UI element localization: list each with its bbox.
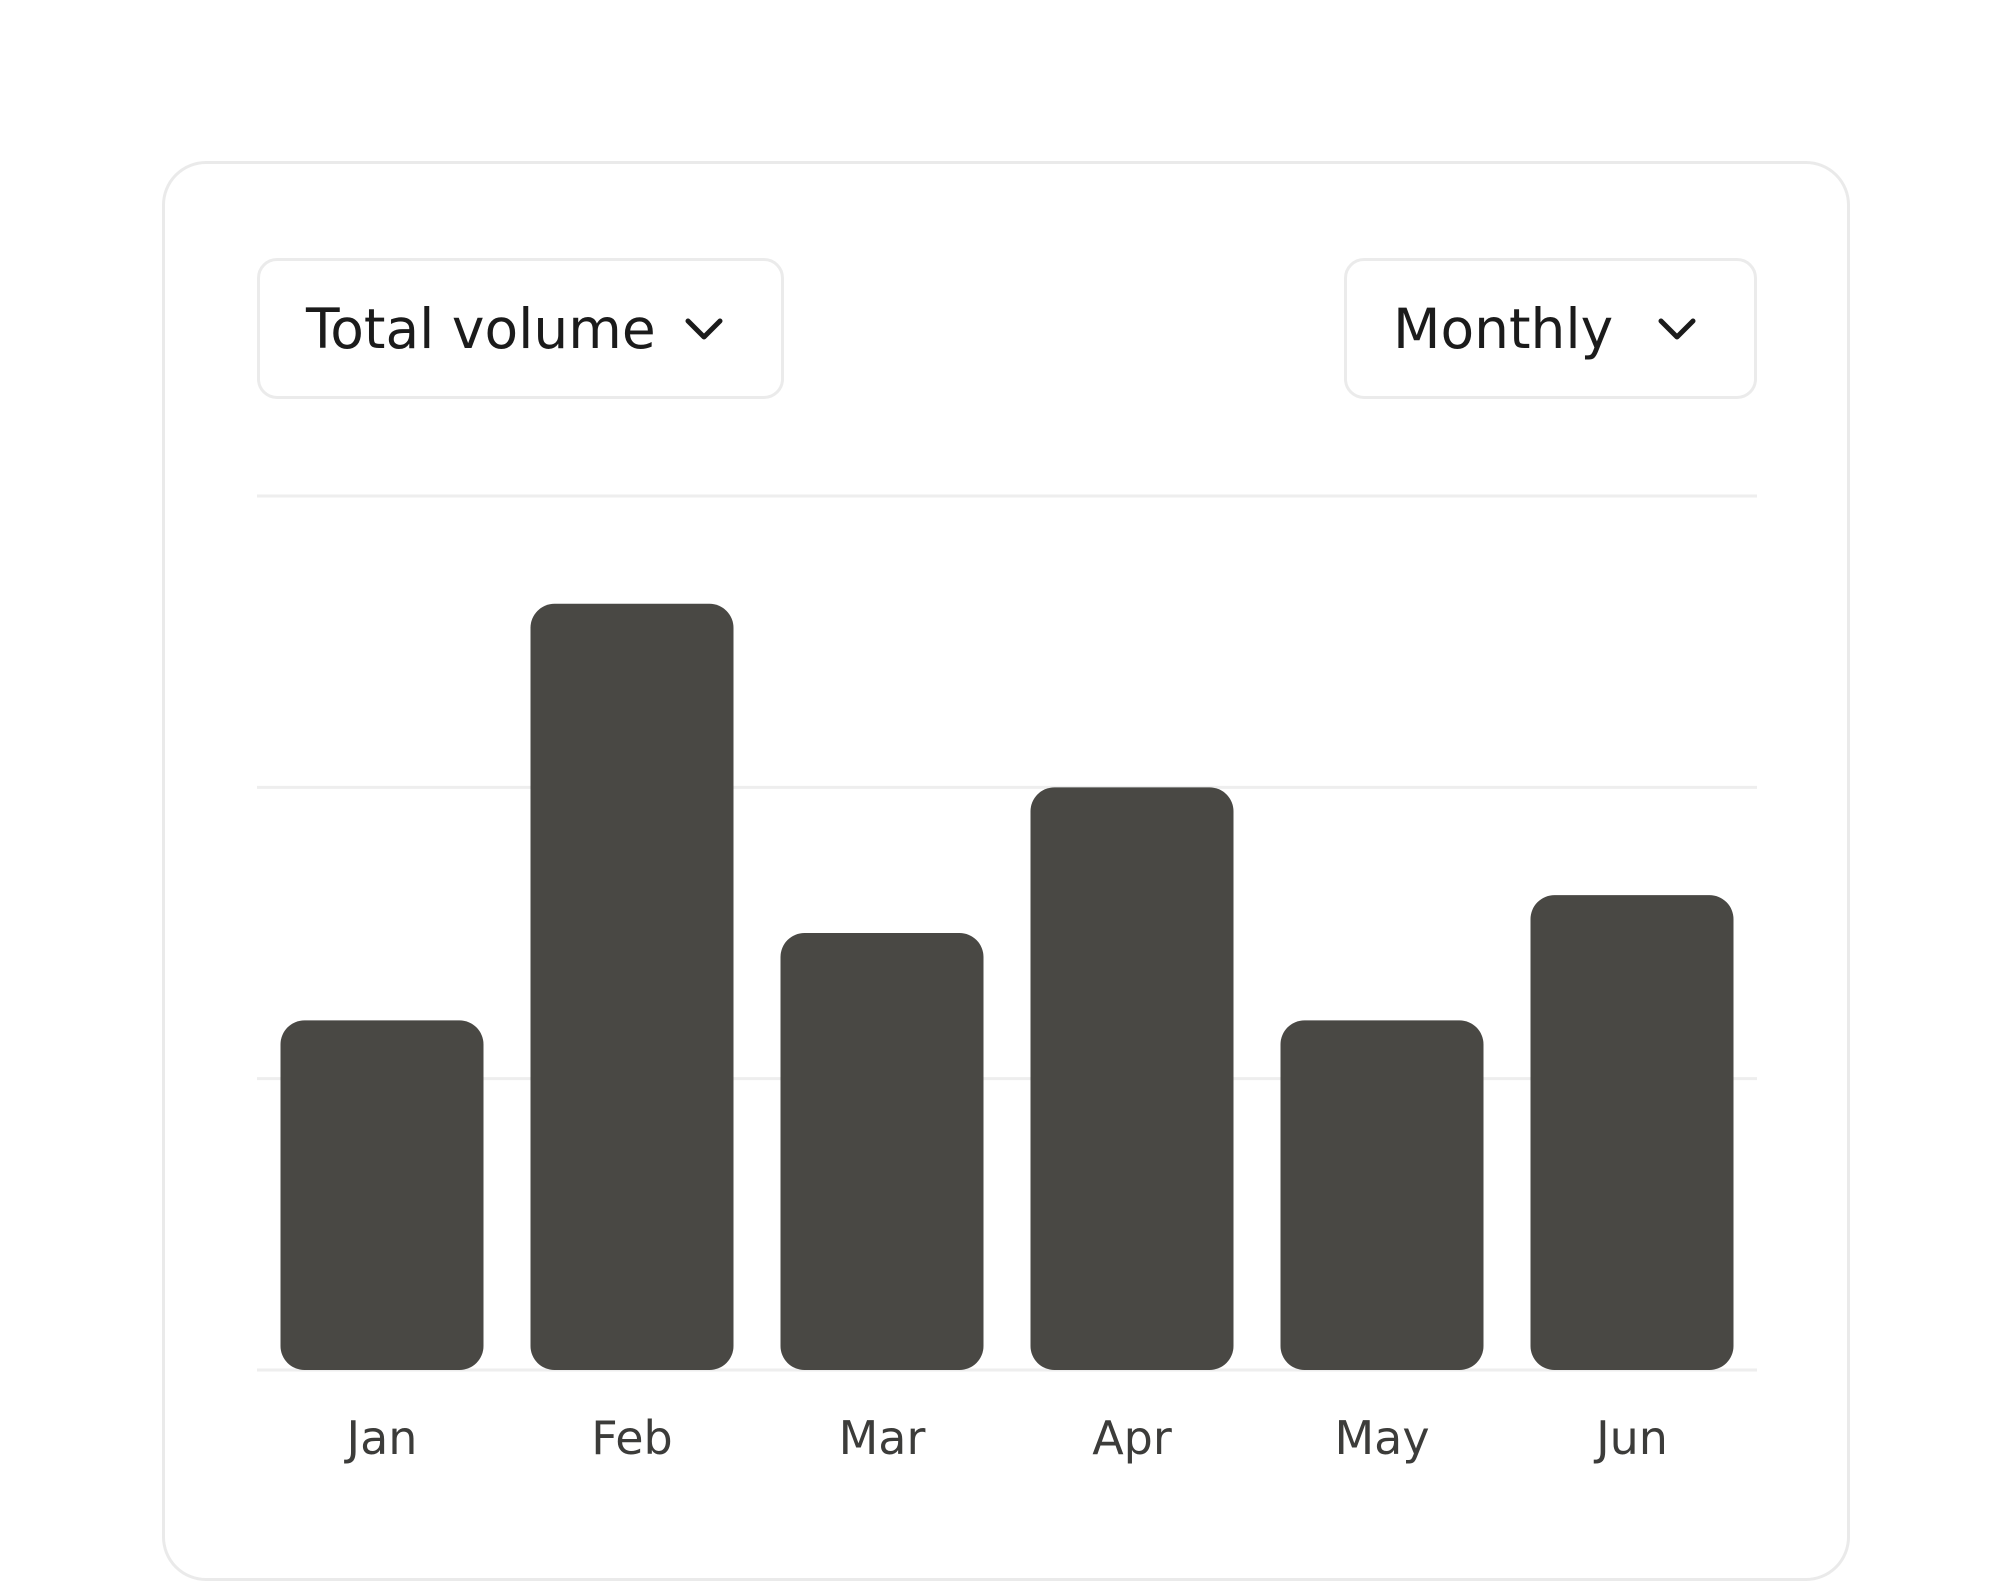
metric-dropdown-label: Total volume	[306, 296, 656, 361]
metric-dropdown[interactable]: Total volume	[257, 258, 784, 399]
x-axis-labels: Jan Feb Mar Apr May Jun	[344, 1411, 1668, 1465]
chevron-down-icon	[685, 318, 723, 339]
x-tick-label-feb: Feb	[591, 1411, 672, 1465]
bar-feb	[530, 603, 734, 1370]
bar-mar	[780, 933, 984, 1370]
bar-jun	[1530, 895, 1734, 1370]
bar-may	[1280, 1020, 1484, 1370]
x-tick-label-apr: Apr	[1092, 1411, 1172, 1465]
bars	[280, 603, 1734, 1370]
bar-jan	[280, 1020, 484, 1370]
x-tick-label-jan: Jan	[344, 1411, 418, 1465]
period-dropdown-label: Monthly	[1393, 296, 1614, 361]
bar-chart: Jan Feb Mar Apr May Jun	[257, 494, 1757, 1465]
bar-apr	[1030, 787, 1234, 1370]
x-tick-label-jun: Jun	[1593, 1411, 1668, 1465]
x-tick-label-mar: Mar	[839, 1411, 926, 1465]
gridlines	[257, 494, 1757, 1372]
period-dropdown[interactable]: Monthly	[1344, 258, 1757, 399]
x-tick-label-may: May	[1334, 1411, 1429, 1465]
chevron-down-icon	[1658, 318, 1696, 339]
